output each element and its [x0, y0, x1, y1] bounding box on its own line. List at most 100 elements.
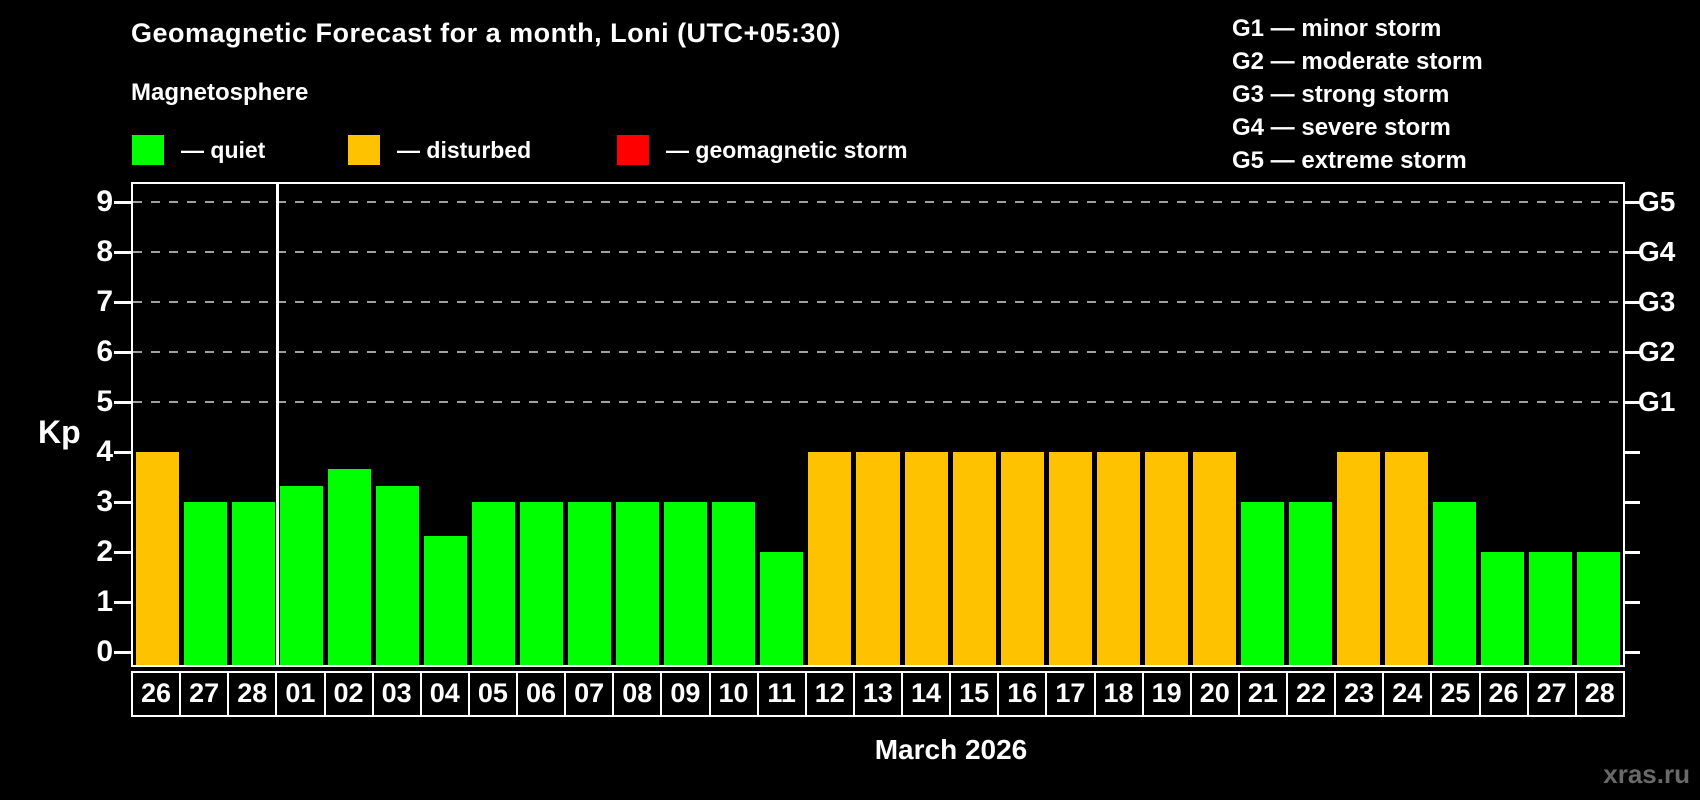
- kp-bar: [423, 535, 467, 665]
- right-tick-kp5: [1625, 401, 1640, 404]
- day-label: 28: [229, 673, 278, 715]
- legend-label: — quiet: [181, 136, 266, 163]
- x-axis-day-labels: 26 27 28 01 02 03 04 05 06 07 08 09 10 11 12 13 14 15 16 17…: [131, 671, 1625, 717]
- kp-bar: [1481, 552, 1525, 665]
- kp-bar: [1240, 502, 1285, 665]
- kp-bar: [471, 502, 515, 665]
- left-tick-kp3: [114, 501, 131, 504]
- kp-bar: [1000, 452, 1044, 665]
- left-tick-kp6: [114, 351, 131, 354]
- g-scale-label-g3: G3: [1638, 286, 1676, 317]
- storm-color-swatch: [617, 135, 649, 165]
- legend-item-geomagnetic-storm: — geomagnetic storm: [617, 134, 908, 166]
- kp-bar: [952, 452, 996, 665]
- kp-bar: [183, 502, 227, 665]
- kp-bar: [327, 468, 371, 665]
- g2-legend-line: G2 — moderate storm: [1232, 48, 1483, 75]
- day-label: 02: [326, 673, 374, 715]
- kp-bar: [1337, 452, 1381, 665]
- day-label: 25: [1432, 673, 1481, 715]
- g5-legend-line: G5 — extreme storm: [1232, 147, 1467, 174]
- gridline-kp7: [133, 301, 1623, 303]
- kp-bar: [231, 502, 275, 665]
- watermark: xras.ru: [1603, 759, 1690, 789]
- day-label: 10: [711, 673, 759, 715]
- right-tick-kp1: [1625, 601, 1640, 604]
- y-tick-label: 6: [96, 335, 113, 368]
- g4-legend-line: G4 — severe storm: [1232, 114, 1451, 141]
- day-label: 11: [759, 673, 807, 715]
- gridline-kp6: [133, 351, 1623, 353]
- day-label: 01: [277, 673, 326, 715]
- left-tick-kp8: [114, 251, 131, 254]
- g3-legend-line: G3 — strong storm: [1232, 81, 1450, 108]
- kp-bar: [520, 502, 564, 665]
- kp-bar: [135, 452, 179, 665]
- x-axis-title: March 2026: [874, 734, 1028, 765]
- right-tick-kp4: [1625, 451, 1640, 454]
- day-label: 27: [181, 673, 230, 715]
- y-tick-label: 3: [96, 485, 113, 518]
- day-label: 23: [1336, 673, 1385, 715]
- day-label: 14: [903, 673, 952, 715]
- kp-bar: [1529, 552, 1573, 665]
- kp-bar: [856, 452, 900, 665]
- day-label: 05: [470, 673, 518, 715]
- left-tick-kp5: [114, 401, 131, 404]
- day-label: 03: [374, 673, 422, 715]
- right-tick-kp3: [1625, 501, 1640, 504]
- disturbed-color-swatch: [348, 135, 380, 165]
- gridline-kp9: [133, 201, 1623, 203]
- kp-bar: [760, 552, 804, 665]
- day-label: 17: [1047, 673, 1096, 715]
- left-tick-kp0: [114, 651, 131, 654]
- month-separator-line: [275, 184, 279, 665]
- day-label: 21: [1240, 673, 1288, 715]
- left-tick-kp4: [114, 451, 131, 454]
- day-label: 06: [518, 673, 567, 715]
- y-tick-label: 4: [96, 435, 113, 468]
- legend-item-disturbed: — disturbed: [348, 134, 531, 166]
- day-label: 26: [133, 673, 182, 715]
- day-label: 15: [951, 673, 1000, 715]
- day-label: 19: [1144, 673, 1192, 715]
- g-scale-label-g1: G1: [1638, 386, 1676, 417]
- y-tick-label: 9: [96, 185, 113, 218]
- page-title: Geomagnetic Forecast for a month, Loni (…: [131, 18, 841, 48]
- g-scale-label-g5: G5: [1638, 186, 1676, 217]
- kp-bar: [664, 502, 708, 665]
- g1-legend-line: G1 — minor storm: [1232, 15, 1442, 42]
- right-tick-kp6: [1625, 351, 1640, 354]
- kp-bar: [279, 485, 323, 665]
- gridline-kp8: [133, 251, 1623, 253]
- left-tick-kp9: [114, 201, 131, 204]
- plot-area: 0 1 2 3 4 5 6 7 8 9 G1 G2 G3 G4 G5: [96, 182, 1675, 668]
- day-label: 22: [1288, 673, 1337, 715]
- legend-label: — disturbed: [397, 136, 532, 163]
- kp-bar: [616, 502, 660, 665]
- left-tick-kp1: [114, 601, 131, 604]
- day-label: 24: [1384, 673, 1433, 715]
- kp-bar: [904, 452, 948, 665]
- left-tick-kp7: [114, 301, 131, 304]
- right-tick-kp0: [1625, 651, 1640, 654]
- day-label: 04: [422, 673, 470, 715]
- day-label: 28: [1584, 678, 1615, 708]
- right-tick-kp8: [1625, 251, 1640, 254]
- kp-bar: [1433, 502, 1477, 665]
- kp-bar: [1096, 452, 1140, 665]
- magnetosphere-label: Magnetosphere: [131, 79, 309, 106]
- kp-bar: [712, 502, 756, 665]
- kp-bar: [1192, 452, 1236, 665]
- day-label: 07: [566, 673, 615, 715]
- y-tick-label: 2: [96, 535, 113, 568]
- kp-bar: [1144, 452, 1188, 665]
- kp-bar: [1048, 452, 1092, 665]
- storm-scale-legend: G1 — minor storm G2 — moderate storm G3 …: [1232, 12, 1483, 177]
- day-label: 09: [662, 673, 711, 715]
- kp-bar: [1289, 502, 1333, 665]
- day-label: 13: [855, 673, 903, 715]
- day-label: 27: [1529, 673, 1577, 715]
- right-tick-kp7: [1625, 301, 1640, 304]
